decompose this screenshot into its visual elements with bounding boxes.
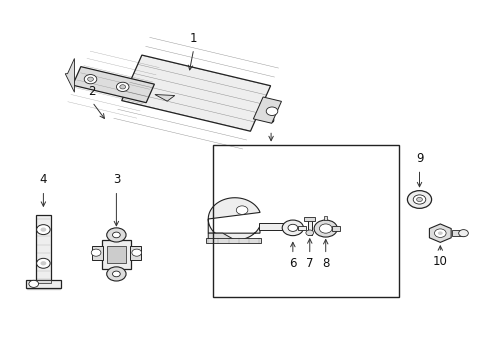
Polygon shape — [307, 218, 311, 235]
Circle shape — [437, 231, 442, 235]
Polygon shape — [208, 233, 239, 243]
Text: 1: 1 — [190, 32, 197, 45]
Circle shape — [87, 77, 93, 81]
Polygon shape — [208, 198, 260, 240]
Circle shape — [282, 220, 303, 236]
Circle shape — [319, 224, 331, 233]
Polygon shape — [106, 246, 126, 263]
Text: 5: 5 — [267, 113, 274, 126]
Polygon shape — [428, 224, 450, 242]
Polygon shape — [155, 95, 174, 101]
Text: 8: 8 — [322, 257, 329, 270]
Polygon shape — [304, 216, 314, 221]
Polygon shape — [259, 222, 290, 230]
Circle shape — [265, 107, 277, 116]
Text: 7: 7 — [305, 257, 313, 270]
Polygon shape — [122, 55, 270, 131]
Circle shape — [37, 258, 50, 268]
Bar — [213, 145, 398, 297]
Circle shape — [416, 197, 422, 202]
Circle shape — [37, 225, 50, 235]
Polygon shape — [26, 280, 61, 288]
Circle shape — [120, 85, 125, 89]
Circle shape — [106, 228, 126, 242]
Polygon shape — [332, 226, 340, 231]
Polygon shape — [36, 280, 51, 283]
Circle shape — [458, 230, 468, 237]
Circle shape — [434, 229, 445, 238]
Circle shape — [112, 271, 120, 277]
Circle shape — [132, 249, 141, 256]
Text: 6: 6 — [288, 257, 296, 270]
Circle shape — [84, 75, 97, 84]
Text: 9: 9 — [415, 152, 423, 165]
Polygon shape — [27, 287, 60, 289]
Circle shape — [29, 280, 39, 287]
Circle shape — [407, 191, 431, 208]
Polygon shape — [92, 246, 102, 260]
Circle shape — [287, 224, 297, 231]
Circle shape — [236, 206, 247, 215]
Circle shape — [116, 82, 129, 91]
Polygon shape — [451, 230, 463, 236]
Circle shape — [106, 267, 126, 281]
Circle shape — [41, 228, 46, 232]
Text: 4: 4 — [40, 174, 47, 186]
Polygon shape — [130, 246, 140, 260]
Polygon shape — [324, 216, 326, 220]
Circle shape — [112, 232, 120, 238]
Polygon shape — [102, 240, 131, 269]
Text: 10: 10 — [432, 256, 447, 269]
Polygon shape — [253, 97, 281, 123]
Text: 2: 2 — [88, 85, 96, 98]
Circle shape — [91, 249, 101, 256]
Polygon shape — [36, 215, 51, 283]
Circle shape — [313, 220, 337, 237]
Circle shape — [41, 261, 46, 265]
Text: 3: 3 — [112, 174, 120, 186]
Circle shape — [305, 230, 313, 236]
Circle shape — [412, 195, 425, 204]
Polygon shape — [65, 58, 74, 92]
Polygon shape — [73, 67, 154, 103]
Polygon shape — [205, 238, 261, 243]
Polygon shape — [297, 226, 306, 230]
